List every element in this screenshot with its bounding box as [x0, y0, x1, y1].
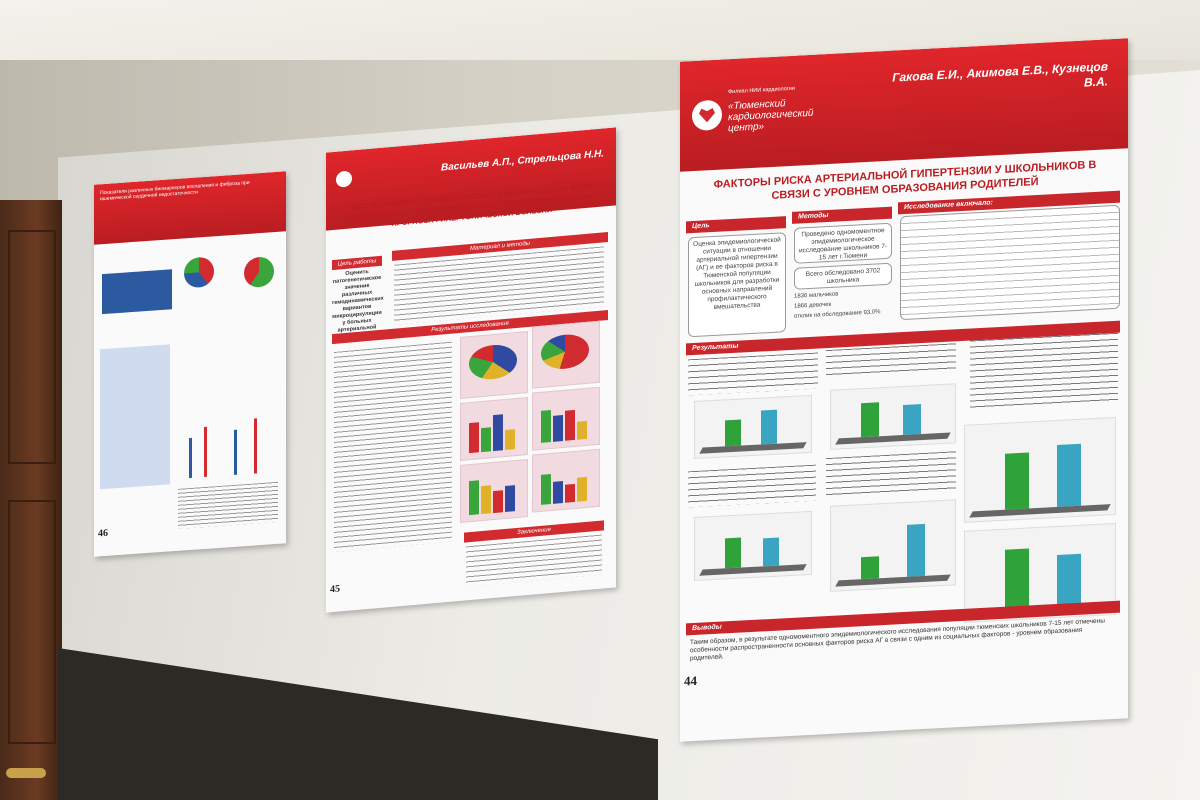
bar-chart — [830, 383, 956, 450]
chart-bar — [481, 485, 491, 515]
poster-46-head-text: Показатели различных биомаркеров воспале… — [100, 179, 250, 203]
chart-bar — [254, 418, 257, 474]
results-text-lines — [826, 343, 956, 377]
chart-bar-green — [725, 419, 741, 447]
chart-bar — [189, 437, 192, 479]
chart-bar — [553, 480, 563, 504]
sample-total-box: Всего обследовано 3702 школьника — [794, 262, 892, 290]
chart-bar — [505, 429, 515, 451]
poster-number: 46 — [98, 527, 108, 540]
chart-bar — [234, 429, 237, 475]
bar-chart — [964, 416, 1116, 523]
poster-44-authors: Гакова Е.И., Акимова Е.В., Кузнецов В.А. — [892, 59, 1108, 90]
chart-bar — [565, 409, 575, 441]
chart-bar-green — [1005, 452, 1029, 510]
chart-bar — [493, 490, 503, 514]
chart-bar — [553, 414, 563, 442]
chart-bar — [204, 426, 207, 478]
results-text-lines — [970, 332, 1118, 411]
chart-bar — [541, 410, 551, 443]
chart-bar-green — [1005, 548, 1029, 610]
door-panel — [8, 230, 56, 464]
pie-chart — [244, 256, 274, 289]
data-table — [100, 344, 170, 490]
bar-chart-box — [460, 397, 528, 461]
results-text-lines — [688, 464, 816, 508]
pie-chart-box — [460, 331, 528, 399]
chart-bar — [565, 483, 575, 503]
results-text-lines — [826, 451, 956, 499]
pie-chart — [469, 342, 517, 382]
bar-chart — [830, 499, 956, 592]
door-handle — [6, 768, 46, 778]
chart-bar — [577, 476, 587, 502]
chart-bar — [493, 414, 503, 452]
aim-box: Оценка эпидемиологической ситуации в отн… — [688, 232, 786, 338]
included-box — [900, 204, 1120, 321]
chart-bar — [469, 480, 479, 516]
response-rate: отклик на обследование 93,0% — [794, 309, 881, 320]
org-small-label: Филиал НИИ кардиологии — [728, 85, 795, 96]
section-aim: Цель — [686, 216, 786, 234]
logo-icon — [336, 170, 352, 188]
chart-bar-blue — [907, 523, 925, 577]
chart-bar-green — [725, 537, 741, 569]
chart-floor — [699, 442, 807, 454]
bar-chart — [694, 394, 812, 460]
text-lines — [178, 481, 278, 529]
results-text-lines — [688, 352, 818, 396]
results-text-lines — [334, 341, 452, 552]
poster-number: 44 — [684, 672, 697, 689]
section-methods: Методы — [792, 206, 892, 224]
methods-box: Проведено одномоментное эпидемиологическ… — [794, 222, 892, 264]
chart-bar — [541, 474, 551, 505]
chart-floor — [835, 574, 951, 587]
org-name: «Тюменский кардиологический центр» — [728, 98, 814, 135]
chart-bar — [505, 485, 515, 513]
chart-floor — [699, 564, 807, 576]
poster-number: 45 — [330, 583, 340, 596]
chart-bar-green — [861, 402, 879, 438]
chart-floor — [835, 432, 951, 445]
pie-chart — [184, 256, 214, 289]
pie-chart — [541, 332, 589, 371]
poster-45: Васильев А.П., Стрельцова Н.Н. ИССЛЕДОВА… — [326, 127, 616, 613]
chart-bar-blue — [761, 409, 777, 445]
chart-bar-blue — [1057, 443, 1081, 507]
chart-bar — [469, 422, 479, 454]
chart-bar — [577, 420, 587, 440]
bar-chart-box — [532, 448, 600, 513]
bar-chart-box — [532, 386, 600, 451]
poster-44-header: Филиал НИИ кардиологии «Тюменский кардио… — [680, 38, 1128, 172]
door-panel — [8, 500, 56, 744]
bar-chart — [694, 510, 812, 582]
chart-bar-blue — [903, 404, 921, 436]
heart-icon — [699, 108, 715, 123]
poster-46-header: Показатели различных биомаркеров воспале… — [94, 171, 286, 245]
conclusion-text-lines — [466, 534, 602, 587]
chart-bar — [481, 427, 491, 453]
chart-floor — [969, 504, 1111, 518]
heart-logo-icon — [692, 99, 722, 132]
poster-44: Филиал НИИ кардиологии «Тюменский кардио… — [680, 38, 1128, 742]
poster-46: Показатели различных биомаркеров воспале… — [94, 171, 286, 557]
bar-chart-box — [460, 459, 528, 523]
chart-bar-blue — [1057, 553, 1081, 607]
pie-chart-box — [532, 320, 600, 389]
info-block — [102, 269, 172, 315]
wooden-door — [0, 200, 62, 800]
chart-bar-green — [861, 556, 879, 580]
chart-bar-blue — [763, 537, 779, 567]
